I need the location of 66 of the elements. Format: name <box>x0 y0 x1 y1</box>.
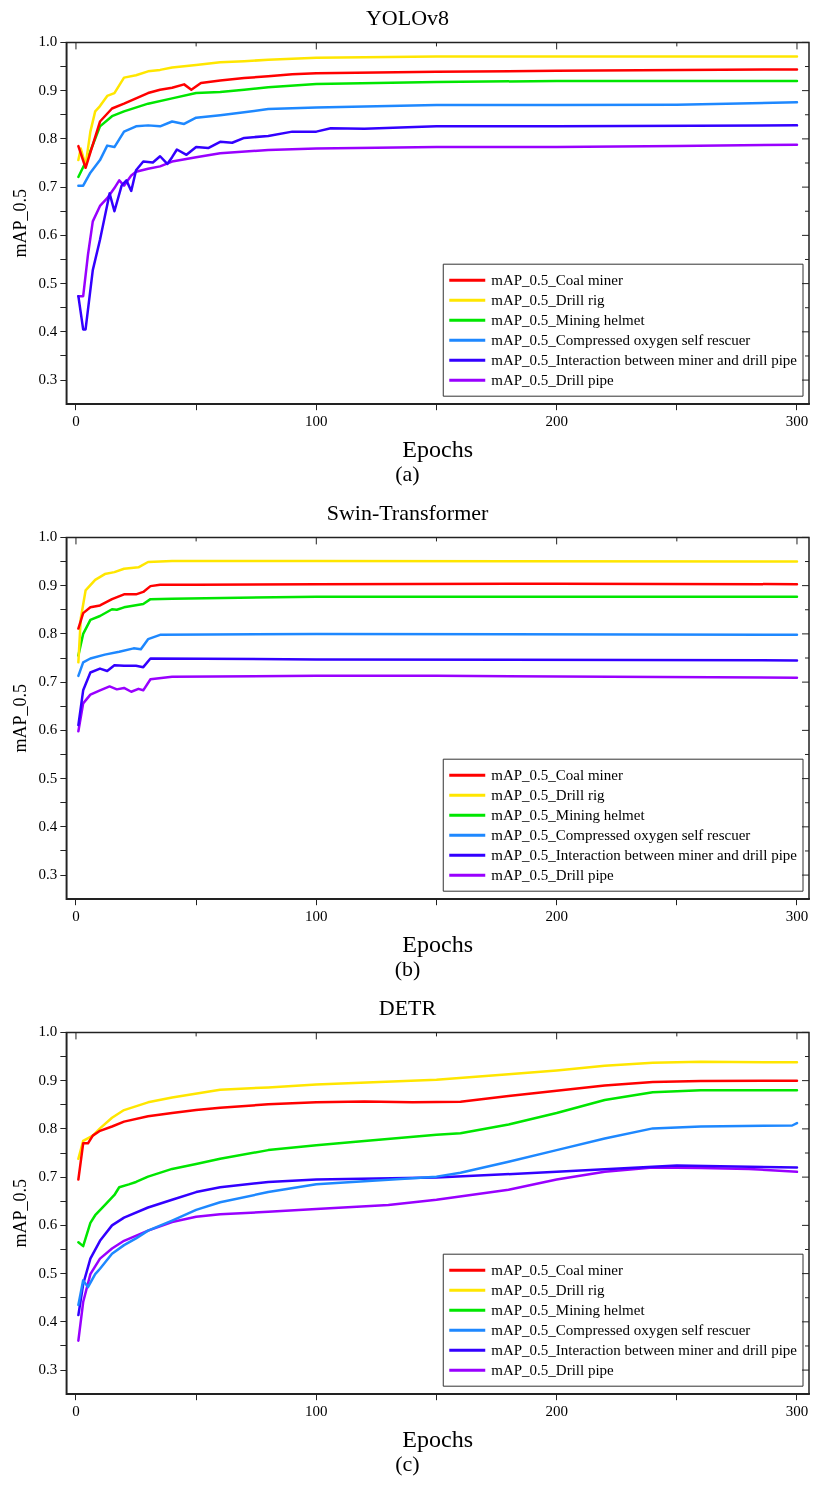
legend-label: mAP_0.5_Drill rig <box>491 1282 606 1299</box>
y-tick-label: 0.5 <box>38 274 58 291</box>
y-tick-label: 0.9 <box>38 576 58 593</box>
y-tick-label: 1.0 <box>38 33 58 50</box>
legend-label: mAP_0.5_Compressed oxygen self rescuer <box>491 1322 751 1339</box>
legend-label: mAP_0.5_Interaction between miner and drill pipe <box>491 1342 798 1359</box>
y-tick-label: 0.7 <box>38 673 58 690</box>
y-axis-title: mAP_0.5 <box>9 189 30 258</box>
y-tick-label: 0.3 <box>38 1361 58 1378</box>
y-tick-label: 0.3 <box>38 371 58 388</box>
x-tick-label: 100 <box>305 413 328 430</box>
y-tick-label: 0.8 <box>38 129 58 146</box>
y-tick-label: 0.6 <box>38 226 58 243</box>
x-axis-title: Epochs <box>402 1425 473 1452</box>
legend-label: mAP_0.5_Mining helmet <box>491 807 646 824</box>
y-tick-label: 0.4 <box>38 1312 58 1329</box>
legend-label: mAP_0.5_Coal miner <box>491 1262 623 1279</box>
chart-title: YOLOv8 <box>365 4 450 30</box>
y-tick-label: 0.6 <box>38 1216 58 1233</box>
y-tick-label: 0.7 <box>38 1168 58 1185</box>
x-axis-title: Epochs <box>402 930 473 957</box>
x-tick-label: 100 <box>305 908 328 925</box>
x-tick-label: 200 <box>545 1403 568 1420</box>
legend-label: mAP_0.5_Coal miner <box>491 767 623 784</box>
y-tick-label: 0.8 <box>38 624 58 641</box>
x-tick-label: 300 <box>785 413 809 430</box>
legend-label: mAP_0.5_Drill pipe <box>491 1362 615 1379</box>
legend-label: mAP_0.5_Drill pipe <box>491 867 615 884</box>
legend-label: mAP_0.5_Mining helmet <box>491 1302 646 1319</box>
text: (c) <box>394 1451 420 1477</box>
x-tick-label: 0 <box>72 908 80 925</box>
chart-title: DETR <box>378 994 437 1020</box>
y-tick-label: 0.5 <box>38 769 58 786</box>
y-tick-label: 0.4 <box>38 322 58 339</box>
y-tick-label: 0.3 <box>38 866 58 883</box>
legend-label: mAP_0.5_Coal miner <box>491 272 623 289</box>
y-tick-label: 0.9 <box>38 81 58 98</box>
legend-label: mAP_0.5_Interaction between miner and drill pipe <box>491 847 798 864</box>
y-tick-label: 0.9 <box>38 1071 58 1088</box>
x-axis-title: Epochs <box>402 435 473 462</box>
legend-label: mAP_0.5_Interaction between miner and drill pipe <box>491 352 798 369</box>
legend-label: mAP_0.5_Drill rig <box>491 292 606 309</box>
text: (a) <box>394 461 420 487</box>
x-tick-label: 100 <box>305 1403 328 1420</box>
text: (b) <box>393 956 421 982</box>
x-tick-label: 300 <box>785 1403 809 1420</box>
y-tick-label: 0.7 <box>38 178 58 195</box>
y-tick-label: 1.0 <box>38 528 58 545</box>
y-tick-label: 1.0 <box>38 1023 58 1040</box>
x-tick-label: 0 <box>72 1403 80 1420</box>
x-tick-label: 300 <box>785 908 809 925</box>
legend-label: mAP_0.5_Compressed oxygen self rescuer <box>491 827 751 844</box>
x-tick-label: 200 <box>545 908 568 925</box>
y-axis-title: mAP_0.5 <box>9 684 30 753</box>
x-tick-label: 200 <box>545 413 568 430</box>
chart-title: Swin-Transformer <box>326 499 490 525</box>
y-axis-title: mAP_0.5 <box>9 1179 30 1248</box>
legend-label: mAP_0.5_Compressed oxygen self rescuer <box>491 332 751 349</box>
y-tick-label: 0.8 <box>38 1119 58 1136</box>
legend-label: mAP_0.5_Drill pipe <box>491 372 615 389</box>
y-tick-label: 0.4 <box>38 817 58 834</box>
x-tick-label: 0 <box>72 413 80 430</box>
y-tick-label: 0.6 <box>38 721 58 738</box>
y-tick-label: 0.5 <box>38 1264 58 1281</box>
legend-label: mAP_0.5_Drill rig <box>491 787 606 804</box>
legend-label: mAP_0.5_Mining helmet <box>491 312 646 329</box>
